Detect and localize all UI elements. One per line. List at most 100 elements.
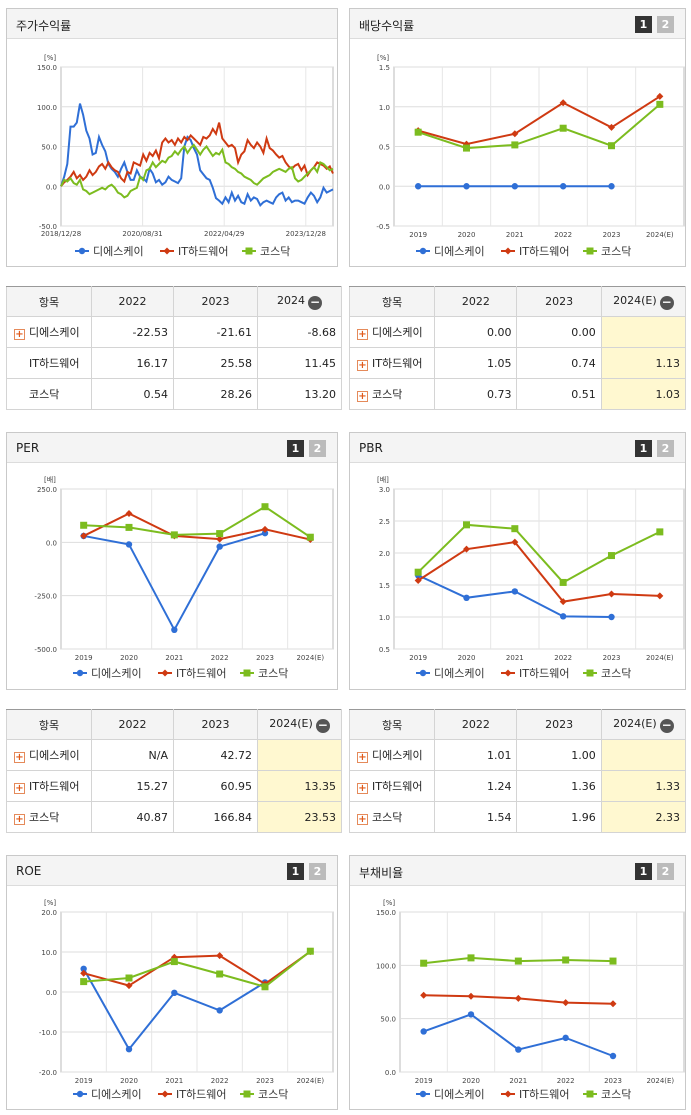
table-row: IT하드웨어 16.17 25.58 11.45	[6, 347, 342, 379]
collapse-icon[interactable]: −	[659, 717, 674, 733]
data-point	[419, 247, 427, 255]
page-2-button[interactable]: 2	[657, 16, 674, 33]
data-point	[559, 613, 567, 620]
data-point	[504, 247, 512, 255]
page-2-button[interactable]: 2	[309, 863, 326, 880]
expand-icon[interactable]: +	[357, 360, 368, 371]
expand-icon[interactable]: +	[14, 814, 25, 825]
row-label-text: 코스닥	[372, 388, 403, 401]
data-point	[80, 521, 88, 529]
collapse-icon[interactable]: −	[315, 717, 330, 733]
table-header-cell: 2022	[91, 286, 174, 317]
table-cell: 28.26	[173, 378, 258, 410]
collapse-icon[interactable]: −	[659, 294, 674, 310]
expand-icon[interactable]: +	[14, 329, 25, 340]
legend-label: 코스닥	[601, 1088, 631, 1101]
data-point	[559, 578, 567, 586]
table-cell: 0.51	[516, 378, 602, 410]
data-point	[562, 956, 570, 964]
collapse-icon[interactable]: −	[308, 294, 322, 310]
data-point	[216, 535, 224, 543]
page-2-button[interactable]: 2	[657, 440, 674, 457]
table-row: + 디에스케이 -22.53 -21.61 -8.68	[6, 316, 342, 348]
legend-label: 디에스케이	[434, 245, 485, 258]
table-header-cell: 2024(E) −	[600, 286, 687, 317]
table-cell: 0.74	[516, 347, 602, 379]
data-point	[243, 1090, 251, 1098]
data-point	[419, 669, 427, 677]
y-tick-label: 50.0	[380, 1016, 396, 1024]
expand-icon[interactable]: +	[14, 752, 25, 763]
y-tick-label: 100.0	[376, 962, 396, 970]
data-point	[608, 613, 615, 621]
page-2-button[interactable]: 2	[309, 440, 326, 457]
x-tick-label: 2020	[458, 654, 476, 662]
data-point	[245, 247, 253, 255]
data-point	[125, 982, 133, 990]
page-1-button[interactable]: 1	[635, 440, 652, 457]
data-point	[125, 510, 133, 518]
data-point	[261, 529, 269, 537]
table-header-cell: 항목	[6, 709, 92, 740]
page-2-button[interactable]: 2	[657, 863, 674, 880]
table-row: + 코스닥 0.73 0.51 1.03	[348, 378, 687, 410]
data-point	[171, 626, 178, 633]
table-cell: -22.53	[91, 316, 174, 348]
series-line	[83, 512, 311, 541]
expand-icon[interactable]: +	[357, 329, 368, 340]
page-1-button[interactable]: 1	[287, 863, 304, 880]
table-cell: 1.96	[516, 801, 602, 833]
table-cell: 0.00	[516, 316, 602, 348]
header-text: 항목	[382, 718, 403, 732]
data-point	[609, 1052, 617, 1060]
x-tick-label: 2022	[211, 1077, 229, 1085]
page-1-button[interactable]: 1	[635, 863, 652, 880]
legend-label: IT하드웨어	[519, 244, 569, 258]
data-point	[504, 1090, 512, 1098]
data-point	[463, 521, 470, 529]
data-point	[515, 1046, 522, 1053]
row-label-text: IT하드웨어	[29, 780, 80, 793]
table-cell: 13.35	[257, 770, 342, 802]
table-cell: -21.61	[173, 316, 258, 348]
table-header-cell: 2023	[173, 286, 258, 317]
data-point	[171, 989, 178, 996]
page-1-button[interactable]: 1	[635, 16, 652, 33]
table-header-row: 항목 2022 2023 2024−	[6, 286, 342, 317]
page-1-button[interactable]: 1	[287, 440, 304, 457]
row-label: + 디에스케이	[348, 739, 436, 771]
row-label-text: 코스닥	[372, 811, 403, 824]
series-line-kosdaq	[60, 143, 334, 199]
data-point	[125, 1046, 133, 1053]
series-line	[417, 95, 661, 146]
table-header-cell: 2024−	[257, 286, 342, 317]
data-point	[656, 592, 664, 600]
data-point	[163, 247, 171, 255]
panel-title: 주가수익률	[16, 19, 72, 33]
series-kosdaq	[414, 100, 664, 152]
legend-label: 디에스케이	[91, 667, 142, 680]
expand-icon[interactable]: +	[357, 783, 368, 794]
y-tick-label: 0.0	[385, 1069, 396, 1077]
table-header-cell: 2023	[173, 709, 258, 740]
series-line-dsk	[60, 103, 334, 207]
table-cell	[600, 739, 687, 771]
expand-icon[interactable]: +	[357, 391, 368, 402]
data-point	[261, 983, 269, 991]
expand-icon[interactable]: +	[357, 752, 368, 763]
data-point	[463, 545, 470, 553]
series-line-ith	[60, 122, 334, 187]
table-cell: 60.95	[173, 770, 258, 802]
x-tick-label: 2022	[554, 654, 572, 662]
expand-icon[interactable]: +	[357, 814, 368, 825]
expand-icon[interactable]: +	[14, 783, 25, 794]
data-point	[125, 541, 133, 548]
y-unit-label: [%]	[44, 54, 56, 62]
table-cell: 16.17	[91, 347, 174, 379]
x-tick-label: 2019	[75, 1077, 93, 1085]
